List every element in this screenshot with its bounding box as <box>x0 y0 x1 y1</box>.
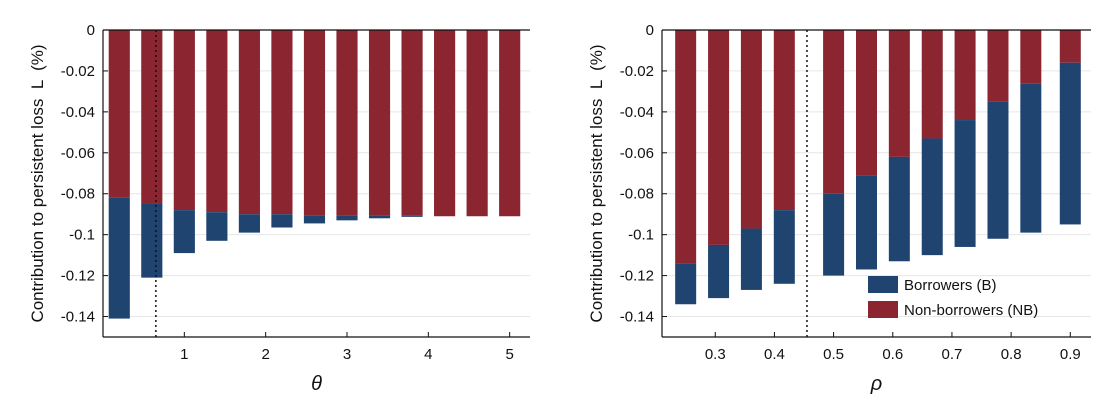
borrowers-bar <box>206 212 228 241</box>
legend: Borrowers (B) Non-borrowers (NB) <box>868 276 1038 319</box>
non-borrowers-bar <box>773 30 795 211</box>
non-borrowers-bar <box>271 30 293 215</box>
non-borrowers-bar <box>888 30 910 157</box>
y-tick-label: -0.1 <box>628 227 654 244</box>
borrowers-bar <box>740 228 762 290</box>
borrowers-legend-swatch <box>868 276 898 293</box>
y-tick-label: -0.06 <box>620 145 654 162</box>
x-tick-label: 0.9 <box>1060 346 1081 363</box>
non-borrowers-bar <box>855 30 878 176</box>
y-tick-label: 0 <box>646 22 654 39</box>
non-borrowers-bar <box>401 30 423 216</box>
non-borrowers-bar <box>434 30 456 217</box>
x-axis-label: θ <box>311 373 322 395</box>
non-borrowers-bar <box>336 30 358 216</box>
non-borrowers-bar <box>238 30 260 215</box>
borrowers-bar <box>303 215 326 224</box>
non-borrowers-bar <box>921 30 943 139</box>
borrowers-bar <box>141 203 163 278</box>
non-borrowers-bar <box>740 30 762 229</box>
non-borrowers-bar <box>108 30 130 198</box>
non-borrowers-bar <box>466 30 488 217</box>
y-axis-label: Contribution to persistent loss L (%) <box>28 44 47 322</box>
non-borrowers-bar <box>987 30 1009 102</box>
non-borrowers-bar <box>206 30 228 213</box>
borrowers-bar <box>987 101 1009 239</box>
borrowers-bar <box>921 138 943 256</box>
non-borrowers-legend-swatch <box>868 301 898 318</box>
borrowers-bar <box>675 263 697 305</box>
x-tick-label: 0.3 <box>705 346 726 363</box>
y-tick-label: -0.08 <box>620 186 654 203</box>
x-tick-label: 0.7 <box>942 346 963 363</box>
x-tick-label: 3 <box>343 346 351 363</box>
non-borrowers-bar <box>303 30 326 216</box>
x-tick-label: 0.5 <box>823 346 844 363</box>
y-tick-label: -0.02 <box>620 63 654 80</box>
non-borrowers-bar <box>1059 30 1081 63</box>
y-tick-label: -0.14 <box>61 309 95 326</box>
borrowers-bar <box>108 197 130 319</box>
borrowers-bar <box>855 175 878 270</box>
chart-panel-2: 0 -0.02 -0.04 -0.06 -0.08 -0.1 -0.12 -0.14 0.3 0.… <box>587 22 1091 395</box>
x-tick-label: 4 <box>424 346 432 363</box>
borrowers-bar <box>954 120 976 247</box>
non-borrowers-bar <box>1020 30 1042 84</box>
non-borrowers-bar <box>499 30 521 217</box>
y-tick-label: -0.08 <box>61 186 95 203</box>
borrowers-bar <box>336 215 358 221</box>
y-tick-label: -0.02 <box>61 63 95 80</box>
borrowers-bar <box>173 210 195 254</box>
x-axis-label: ρ <box>870 373 882 395</box>
borrowers-bar <box>238 214 260 233</box>
y-tick-label: -0.14 <box>620 309 654 326</box>
y-tick-label: -0.1 <box>69 227 95 244</box>
x-tick-label: 0.8 <box>1001 346 1022 363</box>
y-tick-label: -0.04 <box>61 104 95 121</box>
borrowers-bar <box>368 215 391 219</box>
x-tick-label: 2 <box>261 346 269 363</box>
x-tick-label: 0.4 <box>764 346 785 363</box>
non-borrowers-bar <box>708 30 730 245</box>
y-tick-label: -0.06 <box>61 145 95 162</box>
borrowers-bar <box>773 210 795 284</box>
y-tick-label: -0.12 <box>61 268 95 285</box>
borrowers-bar <box>823 193 845 276</box>
y-axis-label: Contribution to persistent loss L (%) <box>587 44 606 322</box>
non-borrowers-bar <box>173 30 195 211</box>
y-tick-label: -0.04 <box>620 104 654 121</box>
non-borrowers-bar <box>954 30 976 121</box>
legend-label: Borrowers (B) <box>904 277 997 294</box>
chart-panel-1: 0 -0.02 -0.04 -0.06 -0.08 -0.1 -0.12 -0.14 1 2 3 4 5… <box>28 22 530 395</box>
x-tick-label: 0.6 <box>882 346 903 363</box>
borrowers-bar <box>708 244 730 299</box>
borrowers-bar <box>888 156 910 262</box>
x-tick-label: 5 <box>505 346 513 363</box>
y-tick-label: 0 <box>87 22 95 39</box>
borrowers-bar <box>271 214 293 228</box>
borrowers-bar <box>401 215 423 217</box>
borrowers-bar <box>1059 62 1081 225</box>
borrowers-bar <box>1020 83 1042 233</box>
non-borrowers-bar <box>823 30 845 194</box>
non-borrowers-bar <box>141 30 163 204</box>
non-borrowers-bar <box>368 30 391 216</box>
y-tick-label: -0.12 <box>620 268 654 285</box>
non-borrowers-bar <box>675 30 697 264</box>
x-tick-label: 1 <box>180 346 188 363</box>
legend-label: Non-borrowers (NB) <box>904 302 1038 319</box>
